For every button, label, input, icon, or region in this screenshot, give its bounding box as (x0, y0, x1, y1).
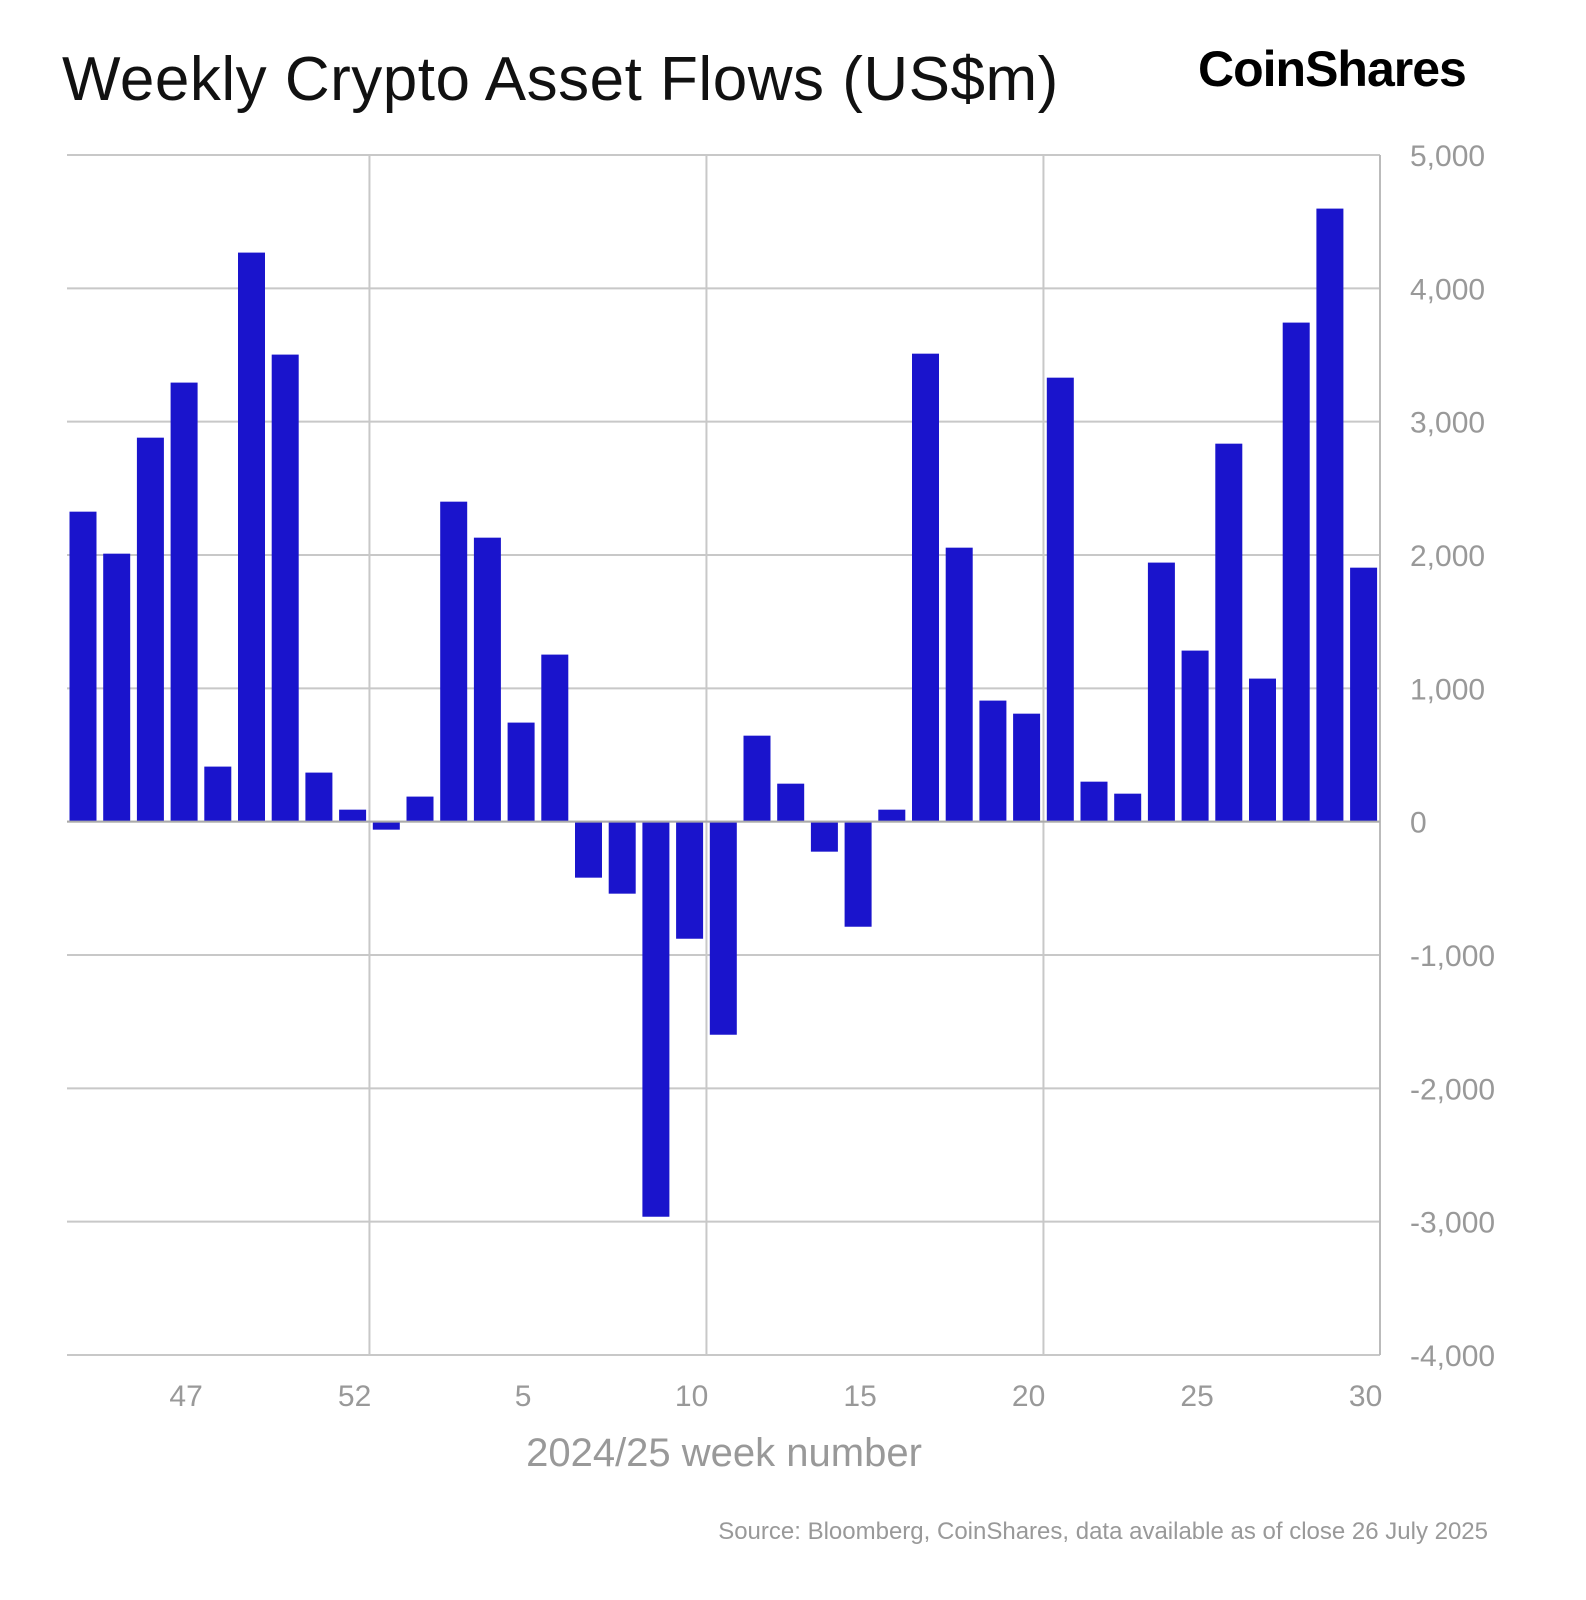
bar-week-26 (1215, 443, 1243, 822)
y-tick-label: -1,000 (1410, 940, 1495, 973)
x-tick-label: 5 (515, 1380, 532, 1413)
bar-week-21 (1046, 377, 1074, 822)
y-tick-label: 5,000 (1410, 140, 1485, 173)
coinshares-logo: CoinShares (1198, 41, 1467, 97)
bar-week-10 (676, 821, 704, 939)
bar-week-18 (945, 547, 973, 822)
bar-week-29 (1316, 208, 1344, 822)
bar-week-7 (575, 821, 602, 878)
bar-week-48 (204, 766, 232, 822)
bar-week-15 (844, 821, 872, 927)
bar-week-17 (912, 353, 939, 822)
source-note: Source: Bloomberg, CoinShares, data avai… (718, 1518, 1488, 1545)
bar-week-11 (709, 821, 737, 1035)
x-tick-label: 47 (169, 1380, 202, 1413)
bar-week-19 (979, 700, 1007, 822)
bar-week-45 (103, 553, 131, 822)
bar-week-14 (810, 821, 838, 852)
x-tick-label: 15 (843, 1380, 876, 1413)
y-tick-label: 1,000 (1410, 673, 1485, 706)
y-tick-label: -2,000 (1410, 1073, 1495, 1106)
y-tick-label: 0 (1410, 807, 1427, 840)
y-tick-label: -4,000 (1410, 1340, 1495, 1373)
x-tick-label: 10 (675, 1380, 708, 1413)
bar-week-47 (170, 382, 198, 822)
x-tick-label: 25 (1180, 1380, 1213, 1413)
bar-week-23 (1114, 793, 1142, 822)
bar-week-28 (1282, 322, 1310, 822)
bar-week-51 (305, 772, 333, 822)
bar-week-22 (1080, 781, 1108, 822)
y-tick-label: 2,000 (1410, 540, 1485, 573)
bar-week-30 (1350, 567, 1378, 822)
bar-week-16 (878, 809, 906, 822)
bar-week-9 (642, 821, 670, 1217)
bar-week-24 (1147, 562, 1175, 822)
x-tick-label: 20 (1012, 1380, 1045, 1413)
bar-week-6 (541, 654, 569, 822)
y-tick-label: 3,000 (1410, 407, 1485, 440)
x-axis-label: 2024/25 week number (526, 1431, 922, 1475)
bar-week-27 (1249, 678, 1276, 822)
bar-week-4 (473, 537, 501, 822)
bar-week-50 (271, 354, 299, 822)
chart-title: Weekly Crypto Asset Flows (US$m) (62, 45, 1059, 114)
bar-week-46 (136, 437, 164, 822)
bar-week-20 (1013, 713, 1041, 822)
bar-week-52 (339, 809, 367, 822)
bar-week-5 (507, 722, 535, 822)
bar-week-13 (777, 783, 805, 822)
bar-week-44 (69, 511, 97, 822)
bar-week-49 (238, 252, 265, 822)
bar-week-8 (608, 821, 636, 894)
y-tick-label: -3,000 (1410, 1207, 1495, 1240)
bar-week-25 (1181, 650, 1209, 822)
bar-week-3 (440, 501, 468, 822)
bar-week-2 (406, 796, 434, 822)
y-tick-label: 4,000 (1410, 273, 1485, 306)
x-tick-label: 52 (338, 1380, 371, 1413)
bar-week-1 (372, 821, 400, 830)
bar-week-12 (743, 735, 771, 822)
x-tick-label: 30 (1349, 1380, 1382, 1413)
